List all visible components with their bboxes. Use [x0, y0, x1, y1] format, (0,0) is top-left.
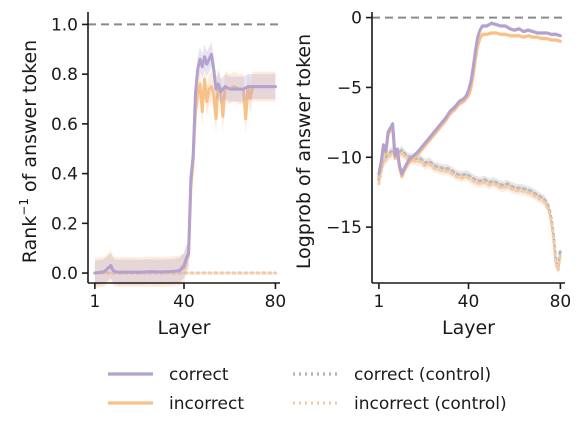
x-tick-label: 1 — [89, 292, 100, 312]
x-tick-label: 40 — [173, 292, 195, 312]
y-tick-label: 0.2 — [51, 214, 78, 234]
y-axis-label: Rank−1 of answer token — [17, 40, 41, 263]
x-tick-label: 80 — [550, 292, 572, 312]
y-tick-label: 0 — [351, 9, 362, 29]
y-axis-label-rest: of answer token — [19, 40, 41, 198]
x-axis-label: Layer — [158, 317, 211, 339]
y-axis-label-main: Rank — [19, 216, 41, 263]
x-tick-label: 1 — [373, 292, 384, 312]
series-band-correct — [94, 41, 276, 286]
legend-label-1: correct (control) — [354, 365, 491, 385]
y-tick-label: 1.0 — [51, 15, 78, 35]
series-line-incorrect — [93, 77, 277, 275]
x-tick-label: 40 — [458, 292, 480, 312]
y-tick-label: 0.6 — [51, 115, 78, 135]
series-line-incorrect_control — [377, 151, 562, 272]
y-axis-label: Logprob of answer token — [293, 34, 315, 269]
y-tick-label: −15 — [326, 218, 362, 238]
legend-label-3: incorrect (control) — [354, 394, 507, 414]
legend: correct correct (control) incorrect incorre… — [108, 365, 507, 414]
legend-label-2: incorrect — [169, 394, 244, 414]
series-line-correct — [93, 52, 277, 275]
y-axis-label-sup: −1 — [17, 198, 31, 216]
series-line-correct_control — [377, 148, 562, 270]
legend-label-0: correct — [169, 365, 229, 385]
y-tick-label: 0.0 — [51, 264, 78, 284]
x-tick-label: 80 — [265, 292, 287, 312]
y-tick-label: −10 — [326, 148, 362, 168]
y-tick-label: 0.8 — [51, 65, 78, 85]
series-line-correct — [377, 21, 562, 176]
y-tick-label: −5 — [337, 78, 362, 98]
logprob-panel: 0 −5 −10 −15 1 40 80 Layer Logprob of answer tok… — [293, 9, 571, 339]
x-axis-label: Layer — [442, 317, 495, 339]
rank-panel: 0.0 0.2 0.4 0.6 0.8 1.0 1 40 80 Layer Rank−1 of an… — [17, 12, 286, 339]
y-tick-label: 0.4 — [51, 165, 78, 185]
